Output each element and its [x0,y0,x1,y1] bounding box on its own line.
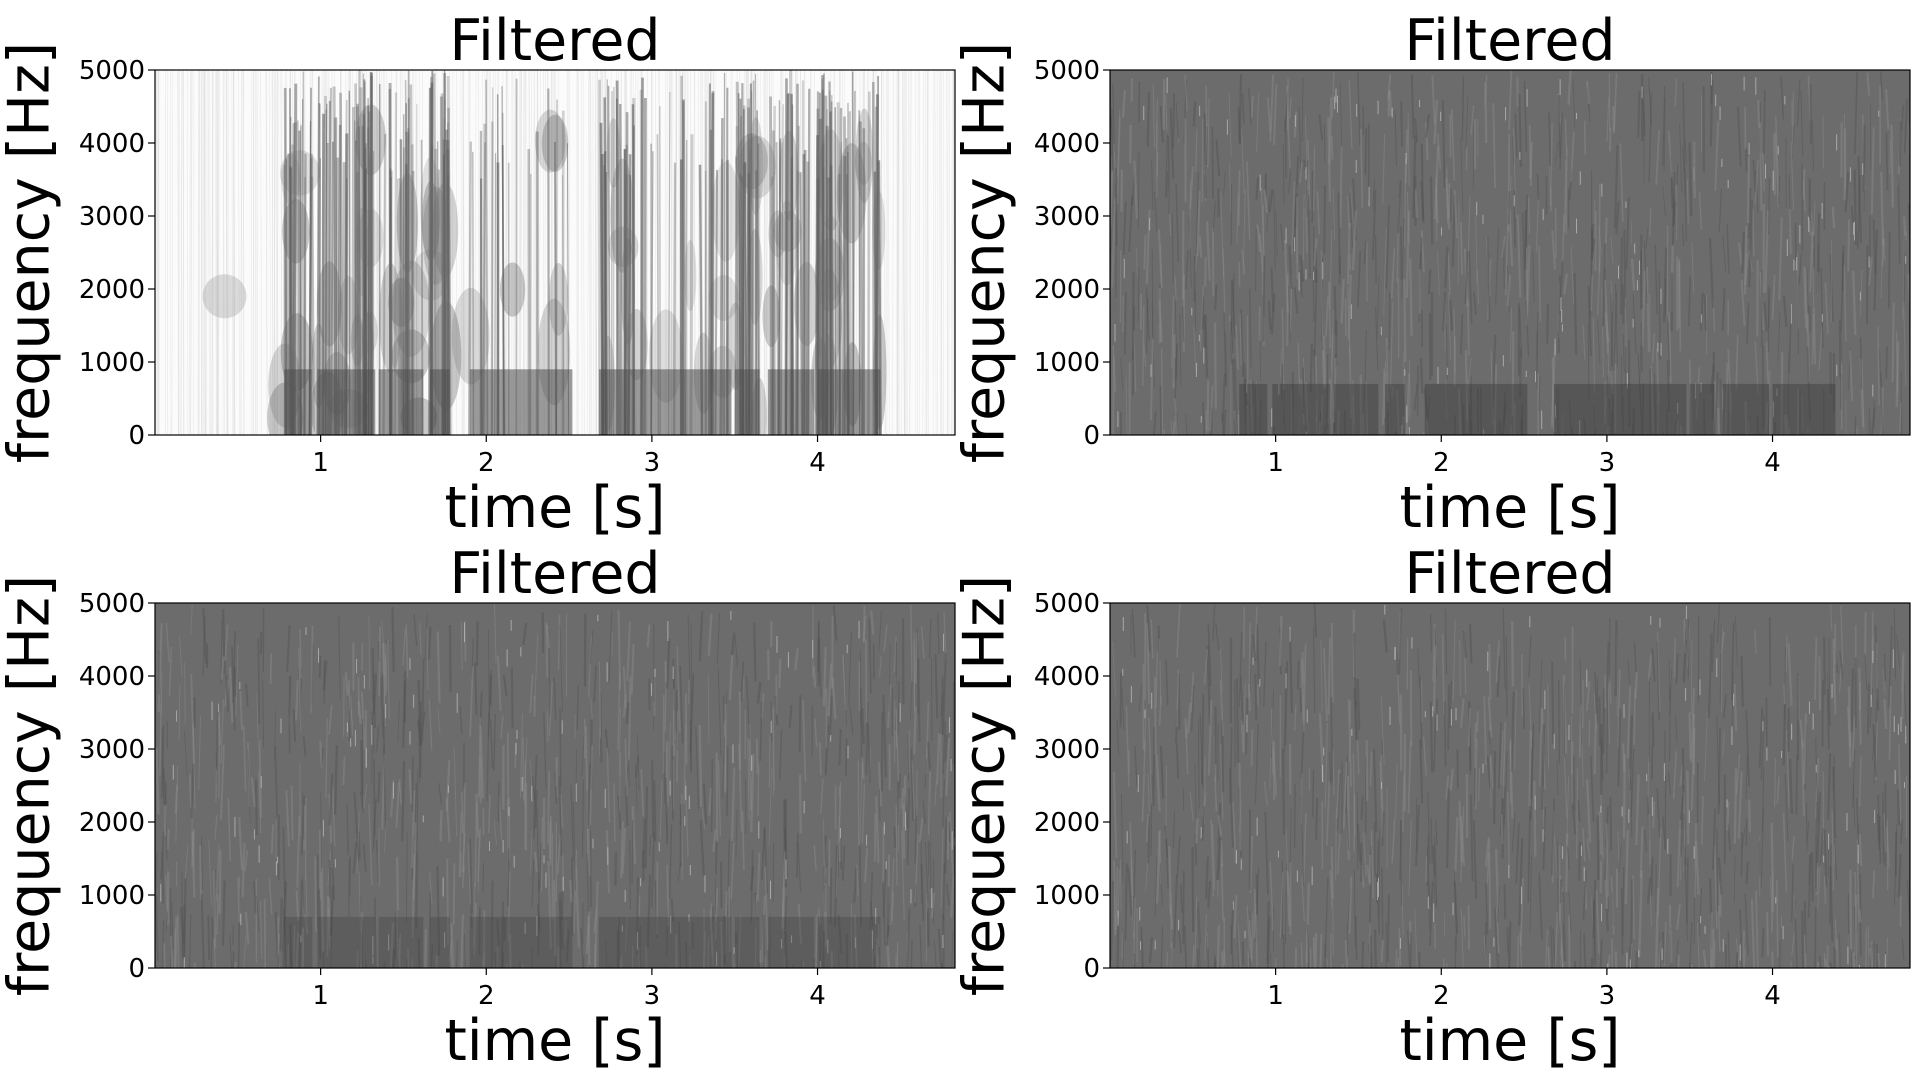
y-tick-label: 4000 [1034,129,1100,159]
y-tick-label: 2000 [1034,275,1100,305]
y-tick-label: 2000 [79,275,145,305]
x-tick-label: 1 [1267,448,1284,478]
y-tick-label: 0 [128,421,145,451]
y-axis-label: frequency [Hz] [952,42,1018,463]
x-tick-label: 2 [1433,448,1450,478]
x-tick-label: 2 [478,448,495,478]
axes-frame [1109,602,1911,969]
x-tick-label: 4 [1764,448,1781,478]
y-tick-label: 0 [1083,421,1100,451]
spectrogram-image [1110,603,1910,968]
spectrogram-image [155,70,955,435]
y-tick-label: 1000 [1034,881,1100,911]
x-tick-label: 4 [809,981,826,1011]
x-tick-label: 1 [1267,981,1284,1011]
y-axis-label: frequency [Hz] [952,575,1018,996]
axes-frame [154,69,956,436]
y-tick-label: 4000 [79,662,145,692]
axes-frame [1109,69,1911,436]
y-tick-label: 5000 [79,56,145,86]
y-tick-label: 1000 [79,348,145,378]
x-tick-label: 3 [644,981,661,1011]
x-tick-label: 1 [312,981,329,1011]
chart-title: Filtered [449,541,660,607]
x-tick-label: 1 [312,448,329,478]
y-tick-label: 3000 [79,202,145,232]
y-tick-label: 4000 [79,129,145,159]
y-tick-label: 5000 [1034,56,1100,86]
y-axis-label: frequency [Hz] [0,575,63,996]
y-tick-label: 0 [1083,954,1100,984]
spectrogram-image [1110,70,1910,435]
x-axis-label: time [s] [1399,475,1620,541]
chart-title: Filtered [449,8,660,74]
y-tick-label: 3000 [1034,735,1100,765]
y-tick-label: 2000 [1034,808,1100,838]
x-tick-label: 4 [1764,981,1781,1011]
y-tick-label: 5000 [79,589,145,619]
axes-frame [154,602,956,969]
y-axis-label: frequency [Hz] [0,42,63,463]
x-axis-label: time [s] [1399,1008,1620,1074]
y-tick-label: 5000 [1034,589,1100,619]
x-tick-label: 3 [1599,448,1616,478]
chart-title: Filtered [1404,541,1615,607]
x-tick-label: 2 [478,981,495,1011]
x-axis-label: time [s] [444,475,665,541]
spectrogram-image [155,603,955,968]
x-tick-label: 3 [1599,981,1616,1011]
x-tick-label: 3 [644,448,661,478]
x-axis-label: time [s] [444,1008,665,1074]
y-tick-label: 3000 [1034,202,1100,232]
chart-title: Filtered [1404,8,1615,74]
y-tick-label: 1000 [79,881,145,911]
y-tick-label: 4000 [1034,662,1100,692]
x-tick-label: 2 [1433,981,1450,1011]
x-tick-label: 4 [809,448,826,478]
y-tick-label: 2000 [79,808,145,838]
y-tick-label: 0 [128,954,145,984]
y-tick-label: 1000 [1034,348,1100,378]
y-tick-label: 3000 [79,735,145,765]
